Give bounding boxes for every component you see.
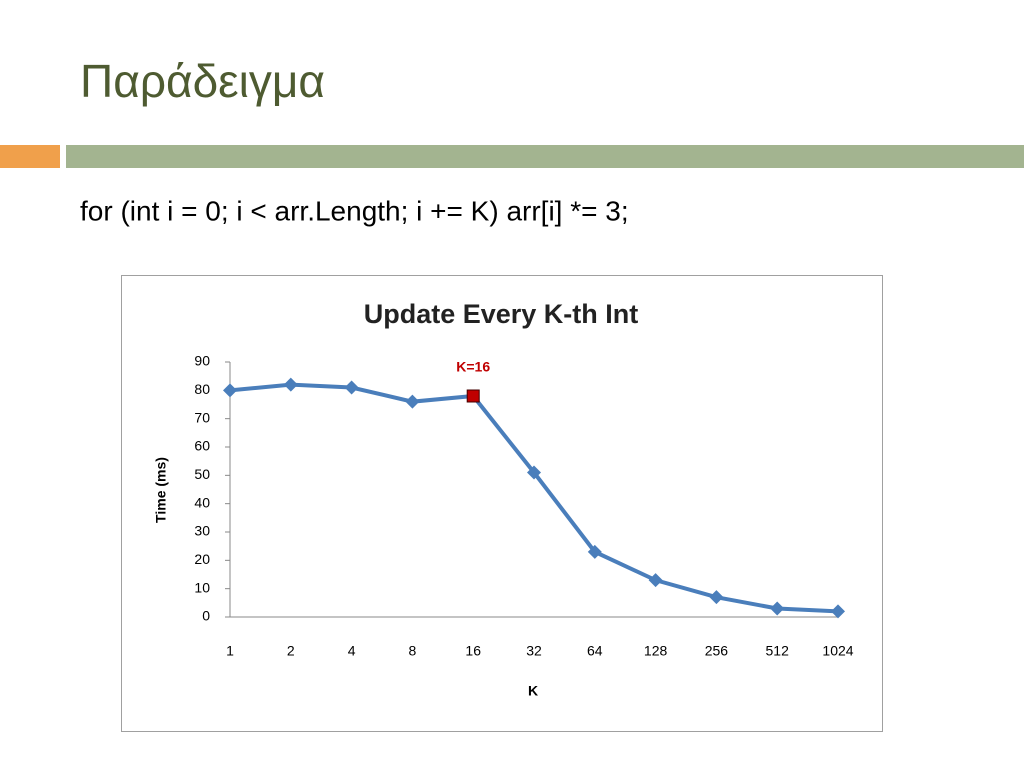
highlight-marker [466,389,480,403]
slide-title: Παράδειγμα [80,55,325,107]
x-tick-label: 64 [587,643,603,659]
marker [283,377,298,392]
marker [709,590,724,605]
y-tick-label: 60 [194,438,210,454]
x-tick-label: 8 [409,643,417,659]
y-tick-label: 10 [194,579,210,595]
marker [344,380,359,395]
x-tick-label: 16 [465,643,481,659]
chart-frame [121,275,883,732]
chart-title: Update Every K-th Int [364,299,639,329]
x-tick-label: 4 [348,643,356,659]
divider-bar [66,145,1024,168]
marker [770,601,785,616]
y-tick-label: 80 [194,381,210,397]
y-tick-label: 70 [194,409,210,425]
y-tick-label: 90 [194,353,210,369]
x-tick-label: 1024 [822,643,853,659]
marker [587,544,602,559]
x-tick-label: 128 [644,643,668,659]
y-tick-label: 20 [194,551,210,567]
y-tick-label: 50 [194,466,210,482]
marker [405,394,420,409]
x-tick-label: 32 [526,643,542,659]
code-line: for (int i = 0; i < arr.Length; i += K) … [80,195,629,226]
marker [648,573,663,588]
x-axis-label: K [528,683,538,699]
y-tick-label: 40 [194,494,210,510]
marker [223,383,237,398]
x-tick-label: 256 [705,643,729,659]
y-tick-label: 30 [194,523,210,539]
x-tick-label: 1 [226,643,234,659]
x-tick-label: 2 [287,643,295,659]
accent-bar [0,145,60,168]
marker [831,604,845,619]
x-tick-label: 512 [766,643,790,659]
marker [527,465,541,480]
y-tick-label: 0 [202,608,210,624]
y-axis-label: Time (ms) [153,457,169,523]
annotation: K=16 [456,359,490,375]
